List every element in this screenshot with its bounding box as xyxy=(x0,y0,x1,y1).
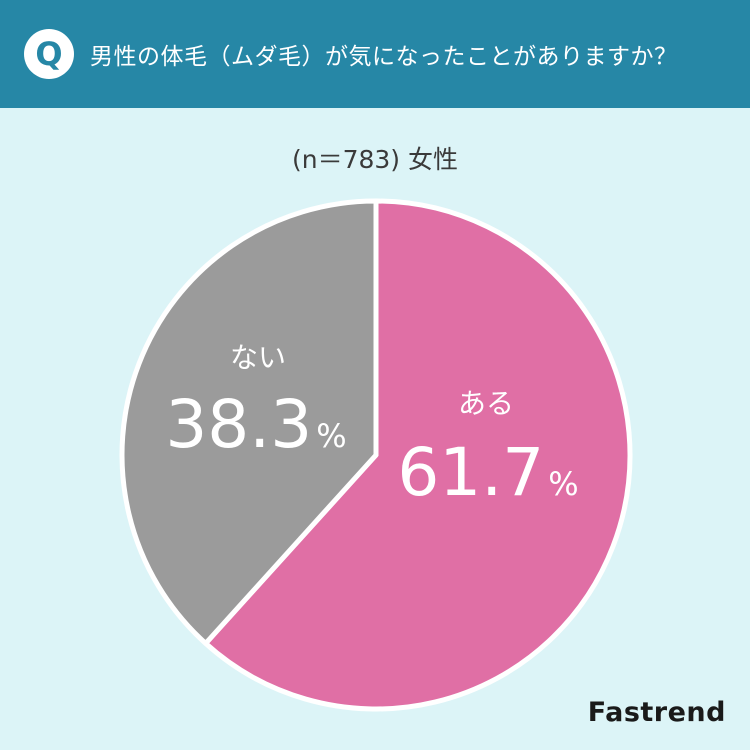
slice-value-0: 61.7% xyxy=(397,434,578,511)
slice-label-1: ない xyxy=(230,341,286,374)
sample-size-label: (n＝783) 女性 xyxy=(291,145,459,174)
question-header: Q 男性の体毛（ムダ毛）が気になったことがありますか？ xyxy=(0,0,750,108)
slice-value-1: 38.3% xyxy=(165,386,346,463)
slice-label-0: ある xyxy=(458,387,514,420)
pie-slice-1 xyxy=(119,198,379,646)
brand-logo: Fastrend xyxy=(587,697,726,728)
pie-slice-0 xyxy=(203,198,633,712)
question-text: 男性の体毛（ムダ毛）が気になったことがありますか？ xyxy=(90,44,678,70)
q-badge-icon: Q xyxy=(24,29,74,79)
q-badge-letter: Q xyxy=(35,35,63,73)
